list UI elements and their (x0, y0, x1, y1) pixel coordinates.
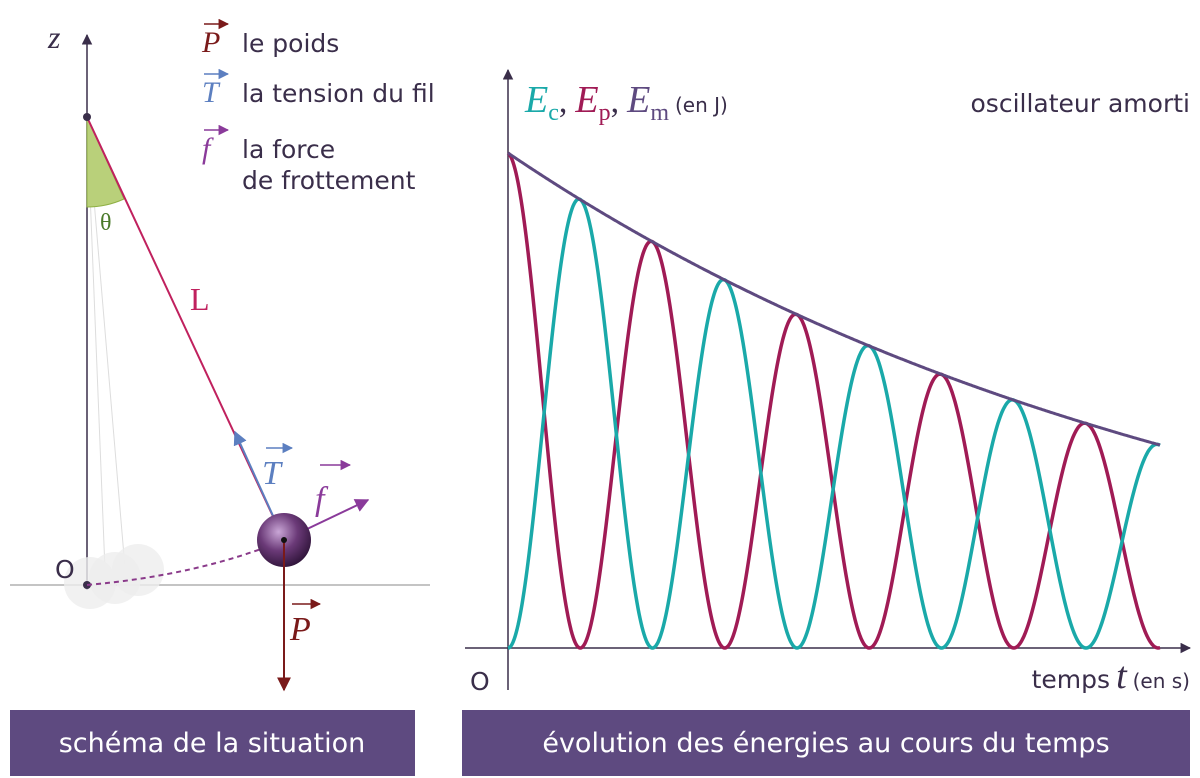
y-unit: (en J) (675, 93, 728, 117)
energy-curves (506, 151, 1161, 650)
pivot (83, 113, 91, 121)
energy-symbol: E (524, 79, 548, 121)
caption-box (10, 710, 415, 776)
tension-label: T (262, 455, 283, 492)
title: oscillateur amorti (971, 89, 1190, 118)
energy-subscript: p (599, 100, 611, 126)
weight-label: P (289, 611, 311, 648)
em-curve (507, 151, 1161, 447)
friction-label: f (315, 481, 329, 518)
origin-label: O (470, 667, 490, 696)
length-label: L (190, 281, 210, 317)
y-axis-label: Ec, Ep, Em (en J) (524, 79, 728, 126)
angle-wedge (86, 116, 125, 208)
legend-text: le poids (242, 29, 339, 58)
energy-symbol: E (626, 79, 650, 121)
legend-text: de frottement (242, 166, 416, 195)
origin-label: O (55, 555, 75, 584)
pendulum: z O θ L T f P (10, 19, 430, 692)
z-label: z (47, 19, 61, 55)
ghost-ball (112, 544, 164, 596)
separator: , (559, 83, 568, 120)
legend-text: la tension du fil (242, 79, 435, 108)
energy-subscript: c (548, 100, 559, 126)
ep-curve (506, 151, 1161, 650)
caption: schéma de la situation (59, 728, 366, 759)
x-axis-label: temps t (en s) (1032, 655, 1190, 697)
caption-box (462, 710, 1190, 776)
energy-symbol: E (574, 79, 598, 121)
legend-text: la force (242, 135, 335, 164)
legend-symbol: T (202, 76, 221, 109)
energy-subscript: m (650, 100, 669, 126)
separator: , (611, 83, 620, 120)
x-unit: (en s) (1133, 669, 1190, 693)
caption: évolution des énergies au cours du temps (542, 728, 1109, 759)
x-word: temps (1032, 665, 1110, 694)
legend-symbol: P (201, 26, 220, 59)
center (281, 537, 287, 543)
legend-symbol: f (202, 132, 214, 165)
x-symbol: t (1116, 655, 1128, 697)
angle-label: θ (100, 210, 112, 236)
ec-curve (507, 197, 1161, 650)
